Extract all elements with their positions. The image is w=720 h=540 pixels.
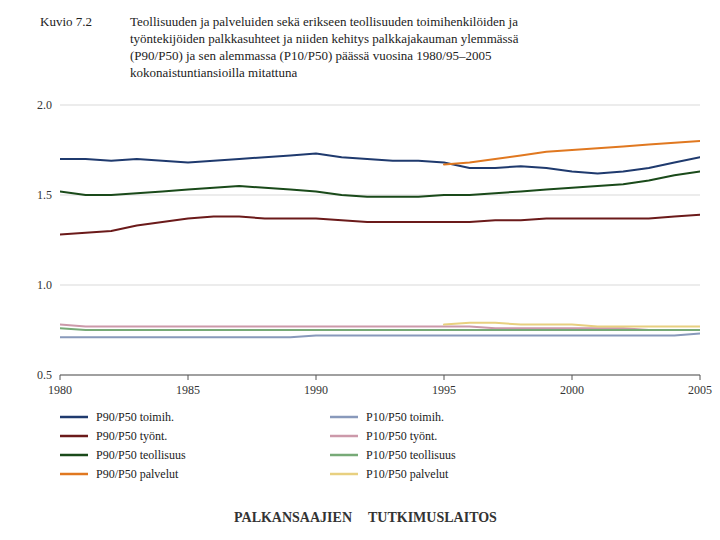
y-grid bbox=[60, 105, 700, 375]
grid-line bbox=[60, 375, 700, 376]
legend-swatch bbox=[330, 473, 358, 476]
series-line bbox=[60, 172, 700, 197]
x-tick bbox=[316, 375, 317, 380]
x-tick bbox=[188, 375, 189, 380]
legend-swatch bbox=[330, 435, 358, 438]
title: Kuvio 7.2 bbox=[40, 14, 92, 29]
x-tick-label: 2000 bbox=[560, 383, 584, 397]
subtitle-line: Teollisuuden ja palveluiden sekä eriksee… bbox=[130, 14, 518, 29]
legend-label: P10/P50 työnt. bbox=[366, 429, 437, 443]
legend-label: P10/P50 palvelut bbox=[366, 467, 449, 481]
series-line bbox=[60, 328, 700, 330]
legend-swatch bbox=[60, 473, 88, 476]
y-tick-label: 1.0 bbox=[37, 278, 52, 292]
legend: P90/P50 toimih. P90/P50 työnt. P90/P50 teo… bbox=[60, 410, 456, 481]
x-tick-label: 1985 bbox=[176, 383, 200, 397]
grid-line bbox=[60, 105, 700, 106]
legend-label: P90/P50 toimih. bbox=[96, 410, 174, 424]
subtitle-line: kokonaistuntiansioilla mitattuna bbox=[130, 65, 297, 80]
background bbox=[0, 0, 720, 540]
legend-label: P90/P50 teollisuus bbox=[96, 448, 186, 462]
x-tick bbox=[572, 375, 573, 380]
series-line bbox=[60, 154, 700, 174]
series-line bbox=[60, 334, 700, 338]
legend-swatch bbox=[60, 435, 88, 438]
subtitle-line: (P90/P50) ja sen alemmassa (P10/P50) pää… bbox=[130, 48, 491, 63]
legend-swatch bbox=[60, 416, 88, 419]
legend-label: P10/P50 teollisuus bbox=[366, 448, 456, 462]
series-line bbox=[60, 215, 700, 235]
footer-text: PALKANSAAJIEN bbox=[234, 510, 352, 525]
x-tick-label: 1995 bbox=[432, 383, 456, 397]
x-tick-label: 2005 bbox=[688, 383, 712, 397]
legend-swatch bbox=[60, 454, 88, 457]
series-line bbox=[444, 141, 700, 164]
subtitle-line: työntekijöiden palkkasuhteet ja niiden k… bbox=[130, 31, 519, 46]
legend-label: P10/P50 toimih. bbox=[366, 410, 444, 424]
x-tick bbox=[60, 375, 61, 380]
chart: Kuvio 7.2 Teollisuuden ja palveluiden sek… bbox=[0, 0, 720, 540]
grid-line bbox=[60, 285, 700, 286]
x-tick-label: 1990 bbox=[304, 383, 328, 397]
legend-swatch bbox=[330, 416, 358, 419]
series-line bbox=[444, 323, 700, 327]
x-tick-label: 1980 bbox=[48, 383, 72, 397]
grid-line bbox=[60, 195, 700, 196]
y-tick-label: 0.5 bbox=[37, 368, 52, 382]
footer-text: TUTKIMUSLAITOS bbox=[368, 510, 497, 525]
lines bbox=[60, 141, 700, 337]
y-tick-label: 1.5 bbox=[37, 188, 52, 202]
legend-swatch bbox=[330, 454, 358, 457]
y-tick-label: 2.0 bbox=[37, 98, 52, 112]
x-tick bbox=[700, 375, 701, 380]
x-axis-line bbox=[60, 375, 700, 376]
x-tick bbox=[444, 375, 445, 380]
legend-label: P90/P50 työnt. bbox=[96, 429, 167, 443]
legend-label: P90/P50 palvelut bbox=[96, 467, 179, 481]
subtitle: Teollisuuden ja palveluiden sekä eriksee… bbox=[130, 14, 519, 80]
